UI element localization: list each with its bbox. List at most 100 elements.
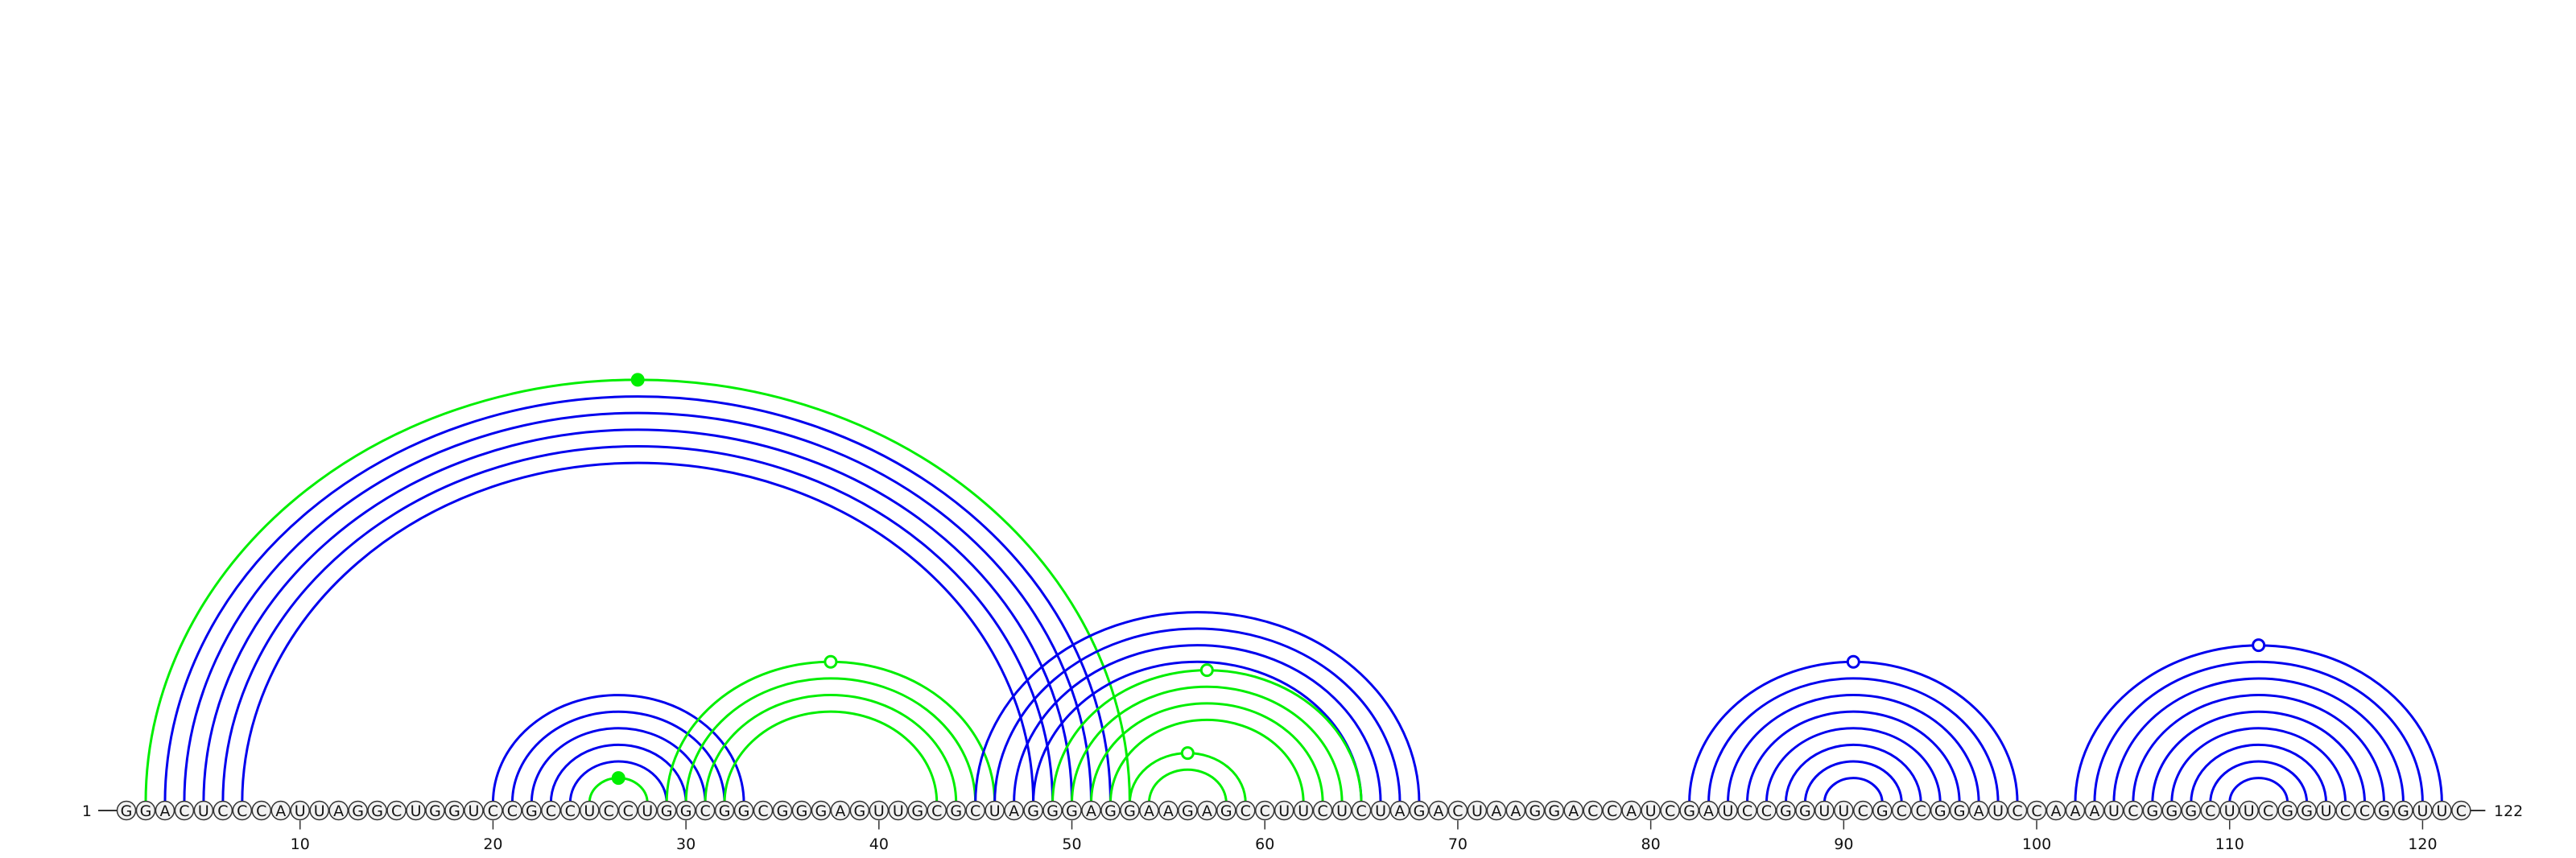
nucleotide-circle [1910,800,1931,821]
nucleotide-circle [348,800,368,821]
nucleotide-letter: G [1182,802,1194,820]
nucleotide: G [1409,800,1430,821]
nucleotide: A [1158,800,1179,821]
start-position-label: 1 [82,802,92,820]
nucleotide-letter: G [1954,802,1966,820]
nucleotide: C [483,800,503,821]
nucleotide-circle [907,800,928,821]
nucleotide-letter: A [1974,802,1984,820]
nucleotide-circle [1602,800,1622,821]
nucleotide-letter: C [700,802,710,820]
nucleotide-circle [1505,800,1526,821]
nucleotide: C [617,800,638,821]
nucleotide-letter: C [2031,802,2041,820]
nucleotide: C [2355,800,2375,821]
nucleotide: A [1621,800,1641,821]
nucleotide: C [753,800,774,821]
nucleotide-letter: C [970,802,980,820]
nucleotide-letter: A [1703,802,1714,820]
nucleotide-circle [1331,800,1352,821]
nucleotide: G [1872,800,1893,821]
nucleotide-letter: U [1336,802,1348,820]
nucleotide-letter: C [217,802,228,820]
nucleotide: U [1331,800,1352,821]
nucleotide: A [2084,800,2105,821]
nucleotide-circle [522,800,542,821]
nucleotide-letter: C [179,802,189,820]
nucleotide-circle [1312,800,1333,821]
nucleotide: C [695,800,716,821]
nucleotide-circle [1776,800,1796,821]
nucleotide-letter: C [2340,802,2351,820]
nucleotide-letter: C [1916,802,1926,820]
nucleotide-letter: C [2128,802,2138,820]
base-pair-arc [704,694,958,803]
nucleotide: G [1178,800,1198,821]
nucleotide: U [1814,800,1835,821]
nucleotide-letter: G [121,802,133,820]
nucleotide-letter: U [2417,802,2428,820]
nucleotide: C [213,800,233,821]
nucleotide-letter: C [565,802,576,820]
nucleotide: U [580,800,600,821]
nucleotide: G [1930,800,1951,821]
nucleotide-letter: A [159,802,170,820]
nucleotide: C [1910,800,1931,821]
tick-label: 80 [1641,835,1661,853]
nucleotide-letter: A [1202,802,1212,820]
nucleotide-letter: U [1723,802,1734,820]
nucleotide-letter: C [546,802,556,820]
nucleotide-letter: A [1433,802,1443,820]
nucleotide-circle [193,800,214,821]
nucleotide-letter: U [314,802,325,820]
nucleotide-letter: C [604,802,614,820]
nucleotide-letter: C [507,802,518,820]
nucleotide-circle [1236,800,1256,821]
nucleotide: U [464,800,484,821]
nucleotide: G [1216,800,1236,821]
nucleotide-circle [753,800,774,821]
nucleotide-letter: C [1897,802,1907,820]
nucleotide-circle [213,800,233,821]
nucleotide-circle [2316,800,2336,821]
nucleotide-letter: A [1626,802,1637,820]
nucleotide-letter: G [719,802,731,820]
nucleotide-letter: U [1472,802,1483,820]
nucleotide-circle [502,800,522,821]
nucleotide: C [1737,800,1757,821]
nucleotide-letter: G [1780,802,1792,820]
nucleotide: C [2026,800,2047,821]
nucleotide-circle [1158,800,1179,821]
nucleotide-letter: A [1510,802,1521,820]
nucleotide-letter: G [2185,802,2197,820]
nucleotide: A [1699,800,1719,821]
nucleotide-circle [2123,800,2144,821]
nucleotide-letter: G [2165,802,2178,820]
nucleotide: G [135,800,156,821]
nucleotide-letter: C [1587,802,1598,820]
base-pair-arc [183,411,1092,803]
nucleotide-circle [1641,800,1661,821]
tick-label: 90 [1834,835,1853,853]
nucleotide-letter: G [1104,802,1117,820]
nucleotide-circle [1139,800,1159,821]
nucleotide: G [1776,800,1796,821]
nucleotide-letter: G [1220,802,1232,820]
arc-markers [611,373,2266,786]
nucleotide-letter: C [2012,802,2022,820]
nucleotide-letter: G [1548,802,1560,820]
base-pair-arc [1128,752,1247,803]
nucleotide-circle [1525,800,1546,821]
nucleotide-circle [965,800,985,821]
nucleotide: C [541,800,561,821]
nucleotide-circle [1872,800,1893,821]
nucleotide-circle [772,800,793,821]
nucleotide: A [155,800,175,821]
arc-apex-marker [611,771,625,786]
nucleotide-letter: A [1144,802,1154,820]
nucleotide-circle [1814,800,1835,821]
nucleotide-letter: C [1607,802,1617,820]
base-pair-arc [241,461,1035,803]
base-pair-arc [2112,677,2405,803]
